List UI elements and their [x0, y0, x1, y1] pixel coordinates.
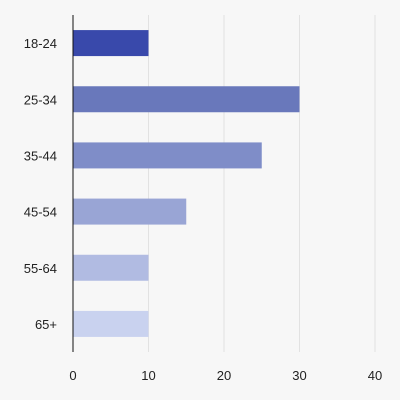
bar-45-54	[73, 198, 187, 225]
gridlines	[148, 15, 376, 352]
bar-35-44	[73, 142, 262, 169]
y-tick-label-18-24: 18-24	[24, 36, 57, 51]
x-tick-label-30: 30	[292, 368, 306, 383]
bar-25-34	[73, 86, 300, 113]
bar-65plus	[73, 310, 149, 337]
y-tick-label-65plus: 65+	[35, 317, 57, 332]
x-tick-labels: 0 10 20 30 40	[69, 368, 382, 383]
bar-55-64	[73, 254, 149, 281]
y-tick-label-55-64: 55-64	[24, 261, 57, 276]
y-tick-label-45-54: 45-54	[24, 205, 57, 220]
x-tick-label-0: 0	[69, 368, 76, 383]
bars	[73, 30, 300, 337]
x-tick-label-20: 20	[217, 368, 231, 383]
x-tick-label-10: 10	[141, 368, 155, 383]
x-tick-label-40: 40	[368, 368, 382, 383]
y-tick-label-25-34: 25-34	[24, 92, 57, 107]
y-tick-labels: 18-24 25-34 35-44 45-54 55-64 65+	[24, 36, 57, 332]
y-tick-label-35-44: 35-44	[24, 148, 57, 163]
bar-18-24	[73, 30, 149, 57]
